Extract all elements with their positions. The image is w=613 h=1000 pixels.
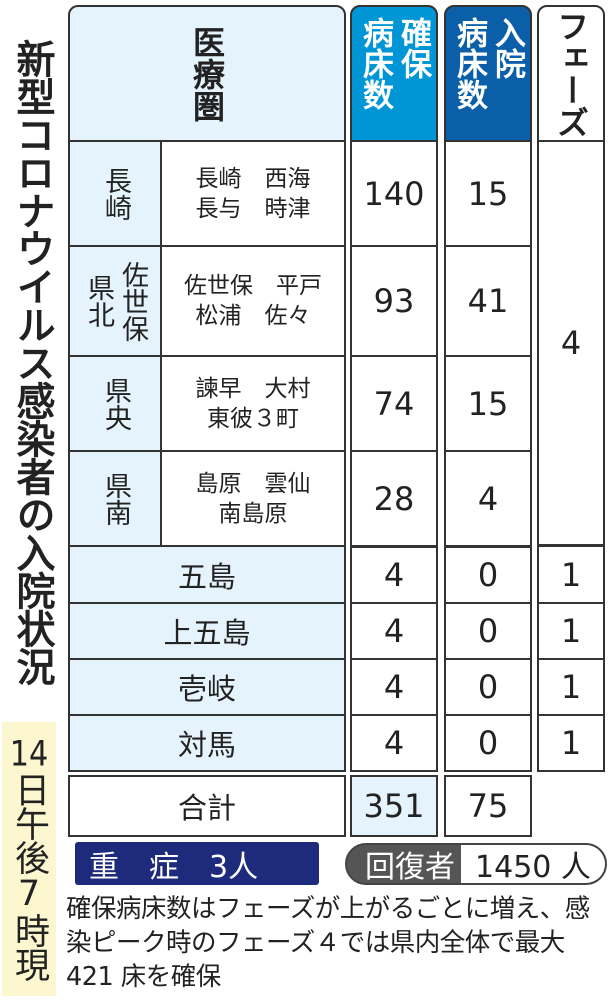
header-inpatients-line2: 病床数 xyxy=(451,17,487,110)
phase-mainland: 4 xyxy=(537,140,605,546)
inpatients-value: 15 xyxy=(467,384,509,423)
phase-value: 1 xyxy=(560,668,582,706)
inpatients-value: 4 xyxy=(477,480,499,518)
page-title: 新型コロナウイルス感染者の入院状況 xyxy=(10,38,55,685)
inpatients-cell: 0 xyxy=(444,714,532,772)
region-cell: 五島 xyxy=(68,545,346,604)
secured-beds-cell: 4 xyxy=(350,714,438,772)
inpatients-cell: 4 xyxy=(444,450,532,548)
header-secured-beds-line2: 病床数 xyxy=(357,17,393,110)
inpatients-cell: 0 xyxy=(444,545,532,604)
region-cell: 長崎 xyxy=(68,140,162,247)
total-label: 合計 xyxy=(177,791,236,825)
inpatients-cell: 41 xyxy=(444,245,532,357)
region-name: 五島 xyxy=(177,559,236,594)
header-area: 医療圏 xyxy=(68,5,346,142)
secured-beds-value: 4 xyxy=(383,668,405,706)
phase-cell: 1 xyxy=(537,658,605,716)
inpatients-value: 0 xyxy=(477,612,499,650)
inpatients-value: 41 xyxy=(467,282,509,320)
secured-beds-value: 4 xyxy=(383,612,405,650)
region-name: 長崎 xyxy=(100,166,131,221)
area-list: 佐世保 平戸 松浦 佐々 xyxy=(184,273,322,329)
header-phase: フェーズ xyxy=(537,5,605,142)
secured-beds-cell: 74 xyxy=(350,355,438,452)
secured-beds-value: 4 xyxy=(383,724,405,762)
region-name: 佐世保 xyxy=(117,260,148,342)
total-secured-beds: 351 xyxy=(363,787,425,825)
region-name: 県央 xyxy=(100,376,131,431)
inpatients-value: 0 xyxy=(477,555,499,594)
severe-value: 3人 xyxy=(209,849,259,885)
inpatients-cell: 0 xyxy=(444,658,532,716)
header-inpatients: 入院 病床数 xyxy=(444,5,532,142)
region-name: 対馬 xyxy=(177,728,236,762)
phase-mainland-value: 4 xyxy=(560,324,582,362)
region-name: 県北 xyxy=(83,274,114,328)
phase-value: 1 xyxy=(560,555,582,594)
area-list: 島原 雲仙 南島原 xyxy=(195,471,311,527)
phase-cell: 1 xyxy=(537,602,605,660)
header-secured-beds: 確保 病床数 xyxy=(350,5,438,142)
total-label-cell: 合計 xyxy=(68,775,346,837)
header-secured-beds-line1: 確保 xyxy=(395,17,431,79)
severe-badge: 重 症 3人 xyxy=(75,842,319,885)
recovered-badge: 回復者 1450 人 xyxy=(345,843,607,885)
region-name: 壱岐 xyxy=(177,672,236,706)
inpatients-cell: 15 xyxy=(444,355,532,452)
date-day: 14 xyxy=(9,737,49,772)
inpatients-value: 0 xyxy=(477,668,499,706)
area-cell: 長崎 西海 長与 時津 xyxy=(160,140,346,247)
secured-beds-cell: 28 xyxy=(350,450,438,548)
secured-beds-cell: 4 xyxy=(350,545,438,604)
area-cell: 佐世保 平戸 松浦 佐々 xyxy=(160,245,346,357)
footnote: 確保病床数はフェーズが上がるごとに増え、感染ピーク時のフェーズ４では県内全体で最… xyxy=(66,894,590,992)
secured-beds-cell: 140 xyxy=(350,140,438,247)
header-area-label: 医療圏 xyxy=(188,25,226,122)
header-phase-label: フェーズ xyxy=(552,9,590,138)
total-secured-beds-cell: 351 xyxy=(350,775,438,837)
severe-label: 重 症 xyxy=(89,849,179,885)
region-cell: 県央 xyxy=(68,355,162,452)
total-inpatients: 75 xyxy=(467,787,509,825)
header-inpatients-line1: 入院 xyxy=(489,17,525,79)
secured-beds-value: 4 xyxy=(383,555,405,594)
secured-beds-value: 93 xyxy=(373,282,415,320)
region-cell: 壱岐 xyxy=(68,658,346,716)
secured-beds-value: 28 xyxy=(373,480,415,518)
area-list: 諫早 大村 東彼３町 xyxy=(195,375,311,432)
region-cell: 県南 xyxy=(68,450,162,548)
area-cell: 諫早 大村 東彼３町 xyxy=(160,355,346,452)
phase-value: 1 xyxy=(560,724,582,762)
inpatients-cell: 0 xyxy=(444,602,532,660)
inpatients-cell: 15 xyxy=(444,140,532,247)
recovered-label: 回復者 xyxy=(365,850,455,885)
date-stamp: 14日午後7時現在 xyxy=(2,722,56,996)
recovered-value: 1450 人 xyxy=(461,845,605,883)
total-inpatients-cell: 75 xyxy=(444,775,532,837)
area-list: 長崎 西海 長与 時津 xyxy=(195,165,311,222)
region-name: 県南 xyxy=(100,472,131,526)
inpatients-value: 15 xyxy=(467,174,509,213)
phase-value: 1 xyxy=(560,612,582,650)
secured-beds-value: 74 xyxy=(373,384,415,423)
secured-beds-cell: 93 xyxy=(350,245,438,357)
region-cell: 上五島 xyxy=(68,602,346,660)
region-cell: 佐世保 県北 xyxy=(68,245,162,357)
region-cell: 対馬 xyxy=(68,714,346,772)
inpatients-value: 0 xyxy=(477,724,499,762)
secured-beds-value: 140 xyxy=(363,174,425,213)
date-rest: 日午後7時現在 xyxy=(9,772,49,981)
phase-cell: 1 xyxy=(537,545,605,604)
region-name: 上五島 xyxy=(163,616,251,650)
secured-beds-cell: 4 xyxy=(350,658,438,716)
phase-cell: 1 xyxy=(537,714,605,772)
secured-beds-cell: 4 xyxy=(350,602,438,660)
area-cell: 島原 雲仙 南島原 xyxy=(160,450,346,548)
